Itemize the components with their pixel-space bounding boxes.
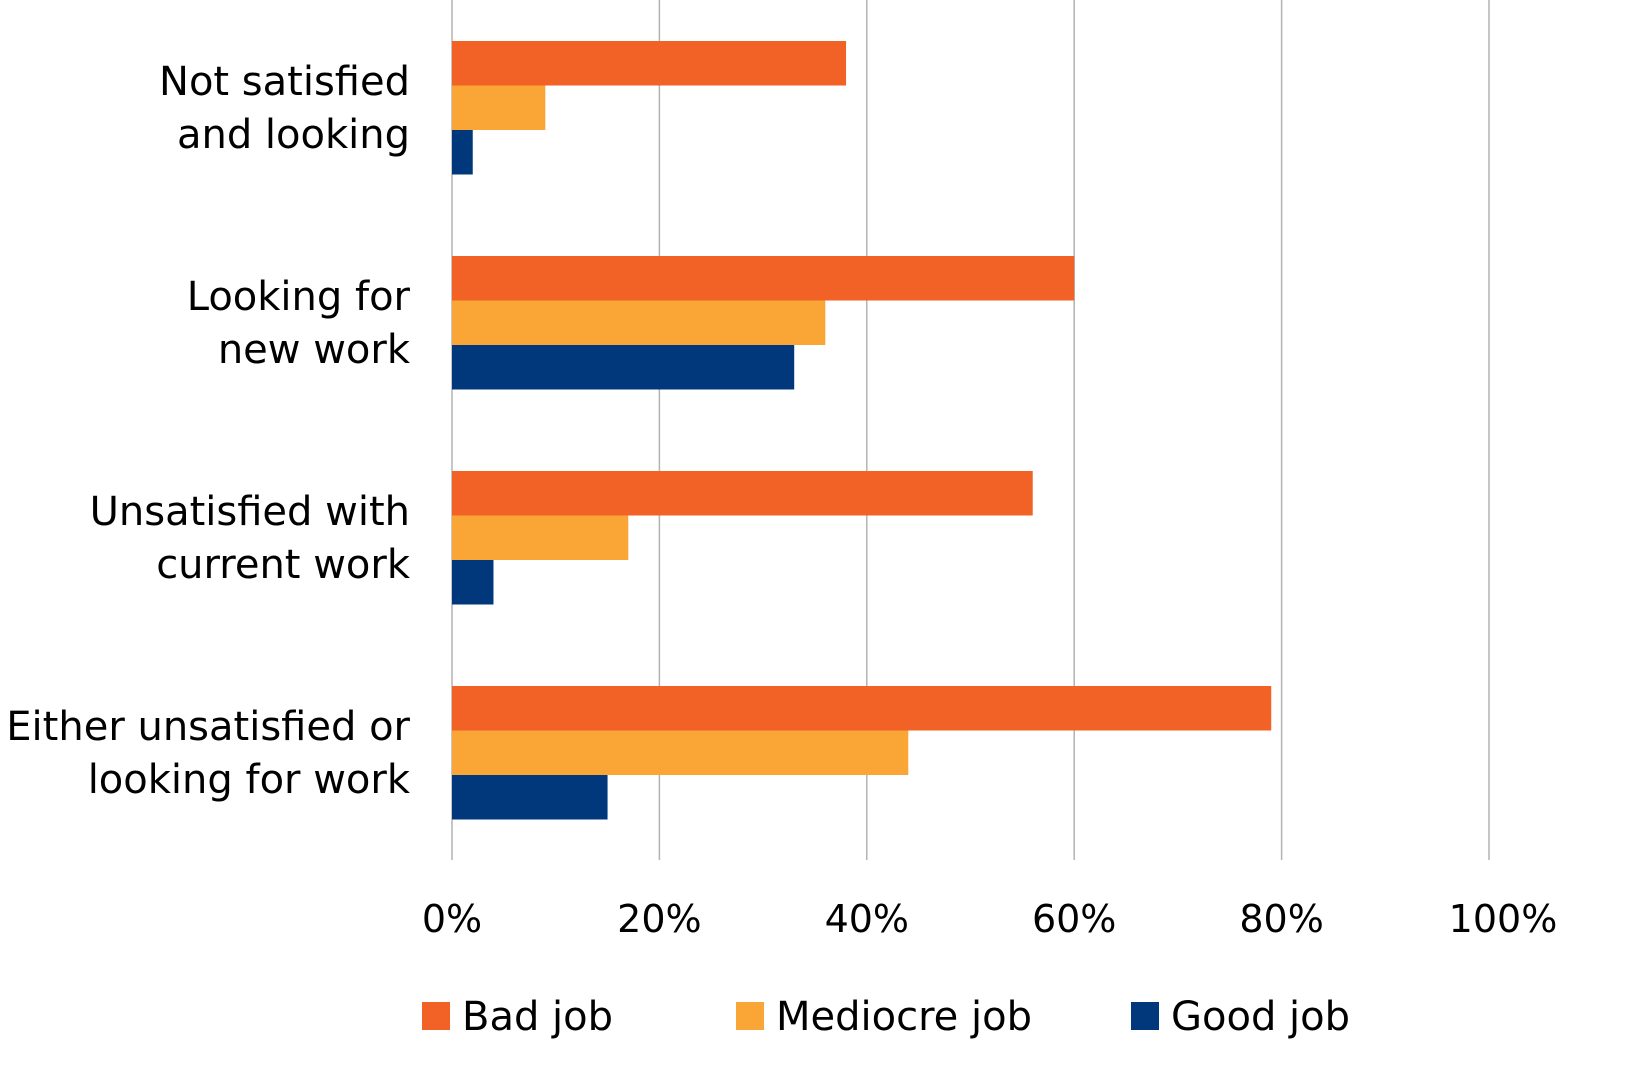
legend-label: Mediocre job <box>776 994 1032 1040</box>
category-labels: Not satisfied and looking Looking for new w… <box>6 59 411 803</box>
bar-bad-job <box>452 256 1075 301</box>
bar-good-job <box>452 775 608 820</box>
bar-good-job <box>452 130 473 175</box>
legend: Bad job Mediocre job Good job <box>422 994 1350 1040</box>
category-label: and looking <box>177 112 410 158</box>
bar-mediocre-job <box>452 515 629 560</box>
legend-swatch <box>1131 1002 1159 1030</box>
category-label: Looking for <box>187 274 411 320</box>
category-label: new work <box>218 327 411 373</box>
bar-bad-job <box>452 41 847 86</box>
category-label: current work <box>156 542 411 588</box>
x-tick-label: 20% <box>617 897 701 941</box>
x-tick-labels: 0% 20% 40% 60% 80% 100% <box>422 897 1557 941</box>
x-tick-label: 100% <box>1449 897 1558 941</box>
category-label: Unsatisfied with <box>90 489 410 535</box>
bar-bad-job <box>452 471 1033 516</box>
bar-bad-job <box>452 686 1272 731</box>
x-tick-label: 40% <box>825 897 909 941</box>
x-tick-label: 0% <box>422 897 482 941</box>
legend-swatch <box>422 1002 450 1030</box>
legend-swatch <box>736 1002 764 1030</box>
category-label: Either unsatisfied or <box>6 704 410 750</box>
bar-good-job <box>452 345 795 390</box>
category-label: Not satisfied <box>159 59 410 105</box>
x-tick-label: 80% <box>1239 897 1323 941</box>
legend-label: Bad job <box>462 994 613 1040</box>
legend-label: Good job <box>1171 994 1350 1040</box>
x-tick-label: 60% <box>1032 897 1116 941</box>
category-label: looking for work <box>88 757 411 803</box>
bar-good-job <box>452 560 494 605</box>
bars <box>452 41 1272 820</box>
bar-mediocre-job <box>452 85 546 130</box>
bar-mediocre-job <box>452 300 826 345</box>
bar-mediocre-job <box>452 730 909 775</box>
